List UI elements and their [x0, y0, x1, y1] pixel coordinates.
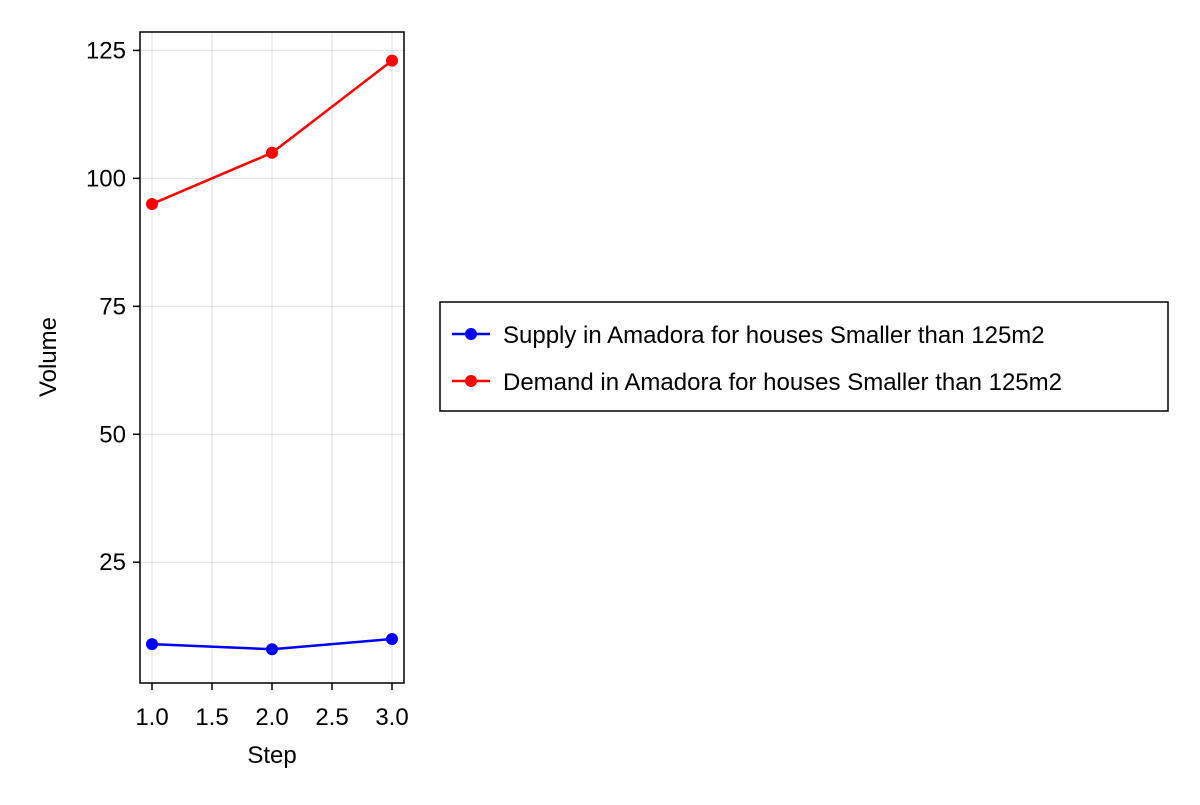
- y-tick-label: 25: [99, 549, 126, 576]
- y-tick-label: 100: [86, 165, 126, 192]
- y-axis-title: Volume: [35, 317, 62, 397]
- x-tick-label: 3.0: [375, 704, 408, 731]
- x-tick-label: 1.0: [135, 704, 168, 731]
- x-tick-label: 2.0: [255, 704, 288, 731]
- grid: [140, 32, 404, 683]
- x-axis-title: Step: [247, 742, 296, 769]
- data-point: [386, 54, 398, 67]
- legend-marker: [465, 375, 477, 387]
- y-tick-label: 75: [99, 293, 126, 320]
- y-tick-label: 125: [86, 37, 126, 64]
- legend-box: [439, 301, 1169, 412]
- y-tick-label: 50: [99, 421, 126, 448]
- data-point: [266, 643, 278, 656]
- x-tick-label: 2.5: [315, 704, 348, 731]
- axis-ticks: 1.0 1.5 2.0 2.5 3.0 25 50 75 100 125: [86, 37, 409, 731]
- x-tick-label: 1.5: [195, 704, 228, 731]
- data-point: [146, 197, 158, 210]
- data-point: [266, 146, 278, 159]
- legend-marker: [465, 328, 477, 340]
- data-point: [386, 632, 398, 645]
- legend: Supply in Amadora for houses Smaller tha…: [439, 301, 1169, 412]
- data-point: [146, 638, 158, 651]
- legend-label: Supply in Amadora for houses Smaller tha…: [503, 322, 1045, 349]
- series-layer: [146, 54, 398, 656]
- legend-label: Demand in Amadora for houses Smaller tha…: [503, 369, 1062, 396]
